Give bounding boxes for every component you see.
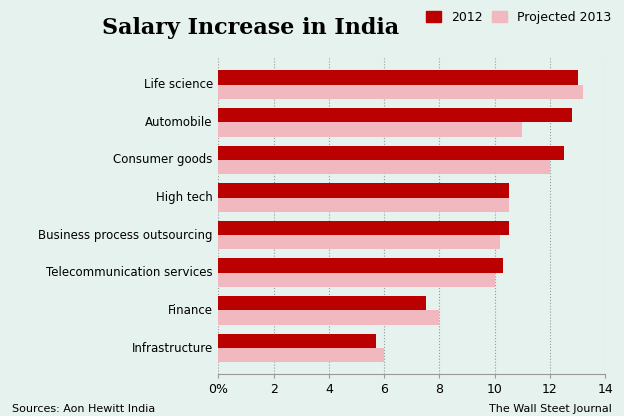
Text: The Wall Steet Journal: The Wall Steet Journal [489,404,612,414]
Bar [218,84,583,99]
Bar [218,296,426,310]
Bar [218,221,509,235]
Bar [218,310,439,325]
Text: Salary Increase in India: Salary Increase in India [102,17,399,39]
Bar [218,183,509,198]
Bar [218,334,376,348]
Bar [218,160,550,174]
Legend: 2012, Projected 2013: 2012, Projected 2013 [426,11,612,24]
Bar [218,122,522,136]
Text: Sources: Aon Hewitt India: Sources: Aon Hewitt India [12,404,156,414]
Bar [218,146,564,160]
Bar [218,108,572,122]
Bar [218,348,384,362]
Bar [218,235,500,250]
Bar [218,258,503,273]
Bar [218,198,509,212]
Bar [218,70,578,84]
Bar [218,273,495,287]
